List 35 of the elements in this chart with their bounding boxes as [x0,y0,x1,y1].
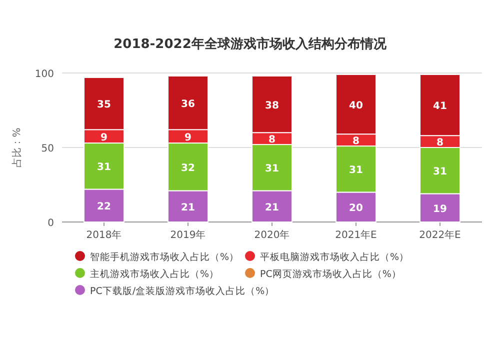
x-tick-label: 2020年 [254,229,290,241]
data-label: 9 [184,132,192,144]
data-label: 21 [181,202,195,214]
y-tick-label: 50 [41,144,54,154]
y-tick-label: 0 [48,218,54,229]
data-label: 8 [268,134,276,146]
data-label: 31 [349,165,363,176]
y-tick-label: 100 [34,69,54,80]
data-label: 41 [433,101,447,112]
chart-title: 2018-2022年全球游戏市场收入结构分布情况 [114,36,388,52]
legend-label: PC下载版/盒装版游戏市场收入占比（%） [90,285,275,297]
data-label: 9 [100,132,108,144]
data-label: 8 [352,136,360,148]
data-label: 20 [349,203,363,214]
x-tick-label: 2019年 [170,229,206,241]
x-tick-label: 2022年E [419,229,461,241]
legend-label: PC网页游戏市场收入占比（%） [260,268,402,280]
data-label: 38 [265,100,279,112]
data-label: 22 [97,202,111,213]
data-label: 21 [265,202,279,214]
data-label: 31 [265,164,279,175]
data-label: 35 [97,100,111,111]
legend-label: 智能手机游戏市场收入占比（%） [90,251,240,263]
x-tick-label: 2018年 [86,229,122,241]
data-label: 31 [97,162,111,174]
data-label: 36 [181,98,195,110]
data-label: 8 [436,138,444,149]
legend-label: 主机游戏市场收入占比（%） [90,268,220,280]
legend-label: 平板电脑游戏市场收入占比（%） [260,251,410,263]
data-label: 32 [181,162,195,174]
data-label: 19 [433,204,447,215]
data-label: 31 [433,166,447,178]
x-tick-label: 2021年E [335,229,377,241]
y-axis-title: 占比：% [11,128,23,168]
data-label: 40 [349,100,363,112]
